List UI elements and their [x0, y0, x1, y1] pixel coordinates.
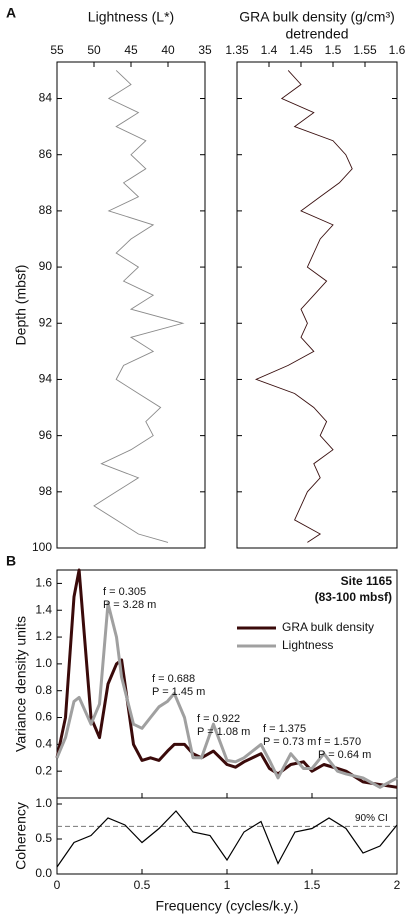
x-tick-label: 1.5: [304, 878, 321, 892]
legend-label: GRA bulk density: [282, 620, 374, 634]
y-tick-label: 84: [39, 91, 53, 105]
y-tick-label: 88: [39, 203, 53, 217]
profile-line: [254, 70, 353, 543]
y-tick-label: 0.0: [35, 866, 52, 880]
x-tick-label: 55: [50, 43, 64, 57]
peak-annotation: P = 1.08 m: [197, 726, 250, 738]
x-tick-label: 40: [161, 43, 175, 57]
y-axis-label: Depth (mbsf): [13, 265, 29, 346]
plot-frame: [236, 61, 398, 549]
y-tick-label: 1.0: [35, 796, 52, 810]
peak-annotation: P = 0.64 m: [318, 749, 371, 761]
x-tick-label: 1.5: [325, 43, 342, 57]
peak-annotation: f = 1.375: [263, 723, 306, 735]
y-tick-label: 96: [39, 428, 53, 442]
y-tick-label: 0.5: [35, 831, 52, 845]
y-tick-label: 0.2: [35, 763, 52, 777]
x-tick-label: 0: [54, 878, 61, 892]
y-tick-label: 1.0: [35, 656, 52, 670]
y-tick-label: 100: [32, 540, 52, 554]
site-range: (83-100 mbsf): [315, 590, 392, 604]
legend-label: Lightness: [282, 638, 333, 652]
peak-annotation: P = 3.28 m: [103, 599, 156, 611]
coherency-line: [56, 810, 398, 868]
y-tick-label: 0.6: [35, 710, 52, 724]
x-tick-label: 50: [87, 43, 101, 57]
peak-annotation: f = 0.922: [197, 713, 240, 725]
panel-label: B: [6, 553, 16, 569]
x-tick-label: 0.5: [134, 878, 151, 892]
x-tick-label: 1.55: [353, 43, 377, 57]
x-tick-label: 1.6: [389, 43, 405, 57]
site-label: Site 1165: [341, 574, 393, 588]
y-tick-label: 1.4: [35, 602, 52, 616]
profile-line: [93, 70, 185, 543]
y-axis-label: Variance density units: [13, 616, 29, 752]
chart-title: Lightness (L*): [88, 9, 174, 25]
y-tick-label: 90: [39, 259, 53, 273]
y-tick-label: 98: [39, 484, 53, 498]
x-tick-label: 45: [124, 43, 138, 57]
y-axis-label: Coherency: [13, 802, 29, 870]
ci-label: 90% CI: [355, 813, 388, 824]
plot-frame: [56, 797, 398, 875]
x-tick-label: 2: [394, 878, 401, 892]
y-tick-label: 94: [39, 372, 53, 386]
spectrum-line: [55, 568, 398, 789]
chart-title: GRA bulk density (g/cm³): [239, 9, 395, 25]
peak-annotation: f = 0.688: [152, 673, 195, 685]
y-tick-label: 1.2: [35, 629, 52, 643]
x-tick-label: 1.35: [225, 43, 249, 57]
peak-annotation: f = 1.570: [318, 736, 361, 748]
chart-subtitle: detrended: [285, 26, 348, 42]
y-tick-label: 0.4: [35, 737, 52, 751]
x-tick-label: 1: [224, 878, 231, 892]
peak-annotation: f = 0.305: [103, 586, 146, 598]
peak-annotation: P = 0.73 m: [263, 736, 316, 748]
y-tick-label: 86: [39, 147, 53, 161]
y-tick-label: 0.8: [35, 683, 52, 697]
x-tick-label: 1.45: [289, 43, 313, 57]
peak-annotation: P = 1.45 m: [152, 686, 205, 698]
x-tick-label: 35: [198, 43, 212, 57]
x-axis-label: Frequency (cycles/k.y.): [156, 898, 299, 914]
spectrum-line: [55, 602, 398, 789]
panel-label: A: [6, 5, 16, 21]
x-tick-label: 1.4: [261, 43, 278, 57]
y-tick-label: 92: [39, 315, 53, 329]
y-tick-label: 1.6: [35, 576, 52, 590]
